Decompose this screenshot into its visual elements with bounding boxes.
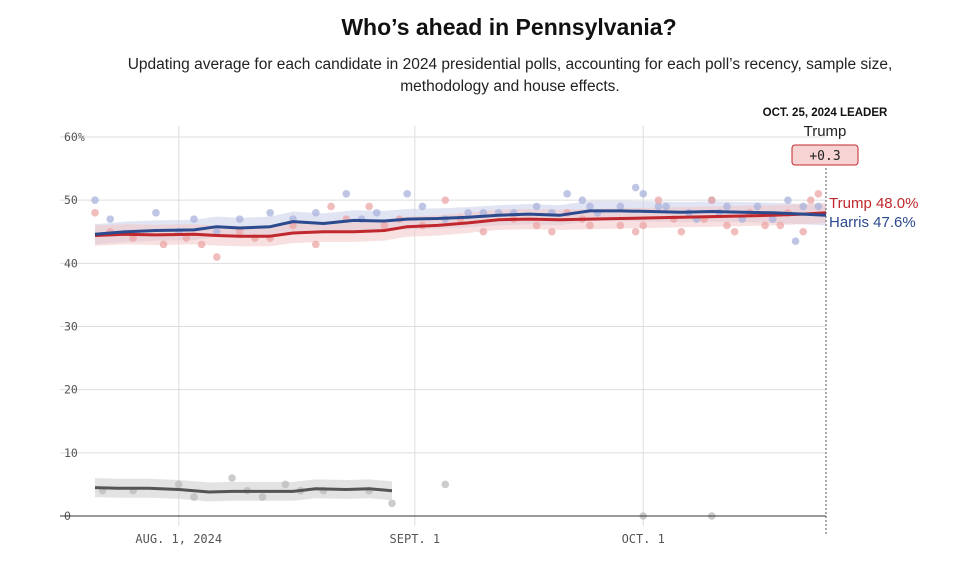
- poll-dot-harris: [791, 237, 800, 246]
- poll-dot-trump: [532, 221, 541, 230]
- poll-dot-harris: [586, 202, 594, 211]
- poll-dot-trump: [761, 221, 769, 230]
- poll-dot-harris: [403, 190, 411, 198]
- poll-dot-trump: [380, 221, 389, 230]
- poll-dot-harris: [235, 215, 244, 223]
- poll-dot-other: [388, 499, 396, 508]
- poll-dot-harris: [190, 215, 198, 223]
- poll-dot-other: [174, 480, 183, 489]
- poll-dot-trump: [730, 227, 739, 236]
- band-other: [95, 478, 392, 502]
- poll-dot-trump: [707, 196, 716, 204]
- grid: [60, 126, 826, 526]
- poll-dot-trump: [312, 240, 320, 249]
- poll-dot-trump: [159, 240, 168, 249]
- line-harris: [94, 209, 827, 236]
- poll-dot-harris: [814, 202, 823, 211]
- end-label-trump: Trump 48.0%: [829, 195, 918, 212]
- poll-dot-harris: [418, 202, 427, 211]
- poll-dot-harris: [654, 202, 663, 211]
- poll-dot-harris: [723, 202, 731, 211]
- poll-dot-trump: [677, 227, 686, 236]
- poll-dot-trump: [197, 240, 206, 249]
- poll-dot-harris: [312, 209, 320, 217]
- poll-dot-trump: [776, 221, 785, 230]
- poll-dot-trump: [639, 221, 648, 230]
- poll-dot-harris: [662, 202, 670, 211]
- line-other: [94, 486, 393, 494]
- poll-dot-trump: [327, 202, 335, 211]
- poll-dot-trump: [213, 253, 221, 261]
- x-tick-label: OCT. 1: [622, 532, 665, 546]
- y-tick-label: 30: [64, 320, 78, 334]
- poll-dot-trump: [129, 234, 137, 242]
- leader-box: OCT. 25, 2024 LEADER Trump +0.3: [763, 107, 888, 166]
- leader-margin: +0.3: [809, 149, 840, 164]
- poll-dot-trump: [799, 227, 807, 236]
- poll-dot-harris: [753, 202, 762, 211]
- poll-dot-harris: [213, 227, 221, 236]
- y-tick-label: 50: [64, 193, 78, 207]
- poll-dot-harris: [563, 190, 571, 198]
- poll-dot-harris: [784, 196, 792, 204]
- poll-dot-trump: [654, 196, 663, 204]
- poll-dot-trump: [631, 227, 640, 236]
- poll-dot-trump: [182, 234, 191, 242]
- y-tick-label: 40: [64, 256, 78, 270]
- poll-dot-trump: [586, 221, 594, 230]
- poll-dot-harris: [799, 202, 807, 211]
- poll-dot-harris: [266, 209, 274, 217]
- end-labels: Trump 48.0% Harris 47.6%: [829, 195, 918, 231]
- poll-dot-harris: [631, 183, 640, 192]
- poll-dot-harris: [372, 209, 381, 217]
- y-tick-label: 60%: [64, 130, 85, 144]
- poll-dot-harris: [616, 202, 625, 211]
- y-tick-label: 20: [64, 383, 78, 397]
- poll-dot-trump: [235, 227, 244, 236]
- poll-dot-trump: [723, 221, 731, 230]
- poll-dot-harris: [152, 209, 160, 217]
- poll-dot-harris: [532, 202, 541, 211]
- x-tick-label: AUG. 1, 2024: [135, 532, 222, 546]
- poll-dot-harris: [639, 190, 648, 198]
- poll-dot-other: [228, 474, 236, 482]
- poll-dot-other: [258, 493, 267, 501]
- poll-dot-trump: [806, 196, 815, 204]
- poll-dot-trump: [616, 221, 625, 230]
- end-label-harris: Harris 47.6%: [829, 214, 916, 231]
- poll-dot-harris: [578, 196, 587, 204]
- y-tick-label: 10: [64, 446, 78, 460]
- poll-dot-other: [441, 480, 450, 489]
- poll-dot-harris: [106, 215, 115, 223]
- poll-dot-trump: [479, 227, 488, 236]
- poll-dot-trump: [814, 190, 823, 198]
- poll-dot-harris: [768, 215, 777, 223]
- x-tick-label: SEPT. 1: [390, 532, 441, 546]
- poll-dot-other: [190, 493, 198, 501]
- poll-dot-harris: [342, 190, 351, 198]
- leader-date-label: OCT. 25, 2024 LEADER: [763, 107, 888, 119]
- leader-name: Trump: [804, 123, 847, 140]
- average-lines: [94, 209, 827, 494]
- chart-title: Who’s ahead in Pennsylvania?: [341, 14, 677, 40]
- line-trump: [94, 211, 827, 238]
- poll-dot-trump: [365, 202, 373, 211]
- poll-dot-harris: [91, 196, 99, 204]
- poll-dot-trump: [441, 196, 450, 204]
- poll-dot-harris: [464, 209, 472, 217]
- poll-dot-other: [281, 480, 290, 489]
- chart-subtitle: Updating average for each candidate in 2…: [127, 56, 893, 95]
- poll-dot-trump: [548, 227, 556, 236]
- leader-margin-badge: [791, 144, 859, 166]
- poll-dot-trump: [91, 209, 99, 217]
